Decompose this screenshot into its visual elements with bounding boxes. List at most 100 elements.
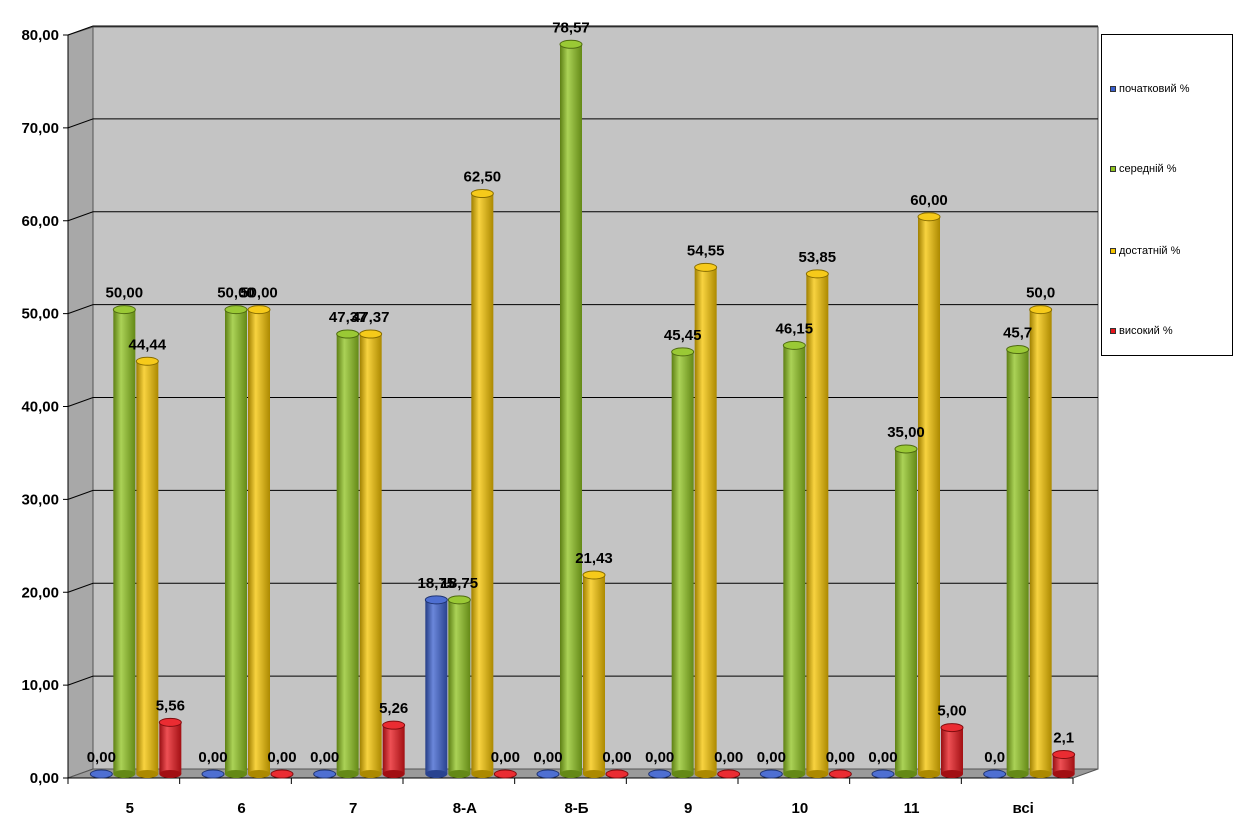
bar <box>894 444 918 778</box>
y-tick-label: 60,00 <box>21 213 59 230</box>
data-label: 5,26 <box>379 700 408 717</box>
bar-top <box>536 769 560 779</box>
data-label: 62,50 <box>464 169 502 186</box>
gridline <box>67 489 1098 500</box>
bar-bottom <box>918 770 940 778</box>
y-tick-label: 70,00 <box>21 120 59 137</box>
bar <box>470 189 494 778</box>
data-label: 18,75 <box>418 575 456 592</box>
bar-bottom <box>425 770 448 778</box>
data-label: 0,00 <box>868 749 897 766</box>
bar-top <box>112 305 136 315</box>
bar-top <box>605 769 629 779</box>
gridline <box>67 397 1098 407</box>
bar-body <box>248 309 270 774</box>
data-label: 0,00 <box>826 749 855 766</box>
bar <box>940 723 964 778</box>
bar-bottom <box>113 770 136 778</box>
bar <box>805 269 829 778</box>
bar-top <box>382 720 406 730</box>
bar-body <box>136 361 159 774</box>
bar <box>270 769 294 779</box>
data-label: 5,56 <box>156 697 185 714</box>
bar-top <box>424 595 448 605</box>
x-tick-label: 5 <box>126 800 134 817</box>
bar <box>559 39 583 778</box>
bar <box>582 570 606 778</box>
bar <box>493 769 517 779</box>
bar <box>224 305 248 778</box>
data-label: 5,00 <box>937 703 966 720</box>
x-axis: 5 6 7 8-А 8-Б 9 10 11 всі <box>67 777 1074 817</box>
bar-top <box>447 595 471 605</box>
data-label: 0,00 <box>198 749 227 766</box>
data-label: 0,00 <box>645 749 674 766</box>
data-label: 0,00 <box>757 749 786 766</box>
bar <box>917 212 941 778</box>
bar-bottom <box>336 770 359 778</box>
bar-body <box>941 727 963 774</box>
bar-body <box>583 574 605 774</box>
bar <box>782 340 806 778</box>
bar-bottom <box>159 770 182 778</box>
bar-body <box>783 345 806 774</box>
bar-bottom <box>806 770 829 778</box>
y-tick-label: 80,00 <box>21 27 59 44</box>
bar-top <box>671 347 695 357</box>
bar-body <box>382 725 405 774</box>
bar <box>648 769 672 779</box>
bar <box>605 769 629 779</box>
bar <box>158 717 182 778</box>
bar-top <box>759 769 783 779</box>
bar <box>828 769 852 779</box>
bar-body <box>1006 349 1029 774</box>
bar-top <box>247 305 271 315</box>
bar <box>359 329 383 778</box>
bar <box>1006 345 1030 778</box>
data-label: 0,00 <box>602 749 631 766</box>
bar-bottom <box>895 770 917 778</box>
x-tick-label: 7 <box>349 800 357 817</box>
bar-body <box>1052 754 1075 774</box>
bar-body <box>448 599 471 774</box>
legend-label: достатній % <box>1119 245 1181 257</box>
data-label: 50,00 <box>217 285 255 302</box>
legend-item: початковий % <box>1110 83 1190 95</box>
bar-top <box>470 189 494 199</box>
data-label: 0,00 <box>267 749 296 766</box>
bar <box>112 305 136 778</box>
legend-swatch <box>1110 166 1116 172</box>
bar-top <box>135 356 159 366</box>
bar-top <box>917 212 941 222</box>
bar-top <box>1052 749 1076 759</box>
legend-item: середній % <box>1110 163 1177 175</box>
bar <box>382 720 406 778</box>
data-label: 50,00 <box>240 285 278 302</box>
bar-body <box>694 267 717 774</box>
gridline <box>67 675 1098 686</box>
bar-top <box>89 769 113 779</box>
data-label: 0,00 <box>714 749 743 766</box>
bar-top <box>158 717 182 727</box>
data-label: 53,85 <box>799 249 837 266</box>
bar <box>871 769 895 779</box>
bar-body <box>359 334 382 774</box>
y-axis: 0,00 10,00 20,00 30,00 40,00 50,00 60,00 70,00 8… <box>21 27 69 787</box>
data-label: 44,44 <box>129 336 167 353</box>
bar <box>1029 305 1053 778</box>
bar-body <box>1029 309 1052 774</box>
bar <box>313 769 337 779</box>
data-label: 78,57 <box>552 19 590 36</box>
bar-bottom <box>359 770 382 778</box>
bar <box>424 595 448 778</box>
bar-top <box>559 39 583 49</box>
gridlines <box>67 25 1098 686</box>
bar-body <box>159 722 182 774</box>
bar <box>135 356 159 778</box>
bar-bottom <box>448 770 471 778</box>
bar-top <box>224 305 248 315</box>
legend-label: середній % <box>1119 163 1177 175</box>
bar-top <box>313 769 337 779</box>
